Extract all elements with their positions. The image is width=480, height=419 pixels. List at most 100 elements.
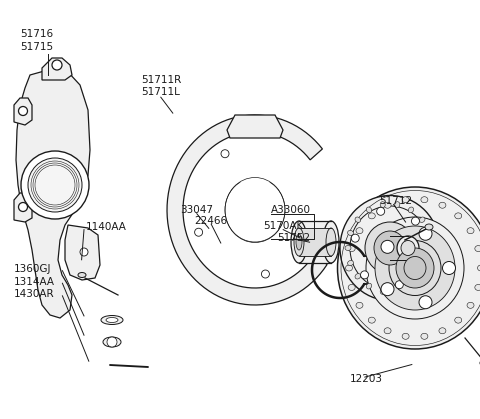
Ellipse shape <box>439 202 446 208</box>
Circle shape <box>411 217 420 225</box>
Ellipse shape <box>380 202 385 208</box>
Ellipse shape <box>408 283 414 289</box>
Ellipse shape <box>340 196 440 300</box>
Ellipse shape <box>425 224 433 230</box>
Text: 1430AR: 1430AR <box>13 289 54 299</box>
Ellipse shape <box>420 274 425 279</box>
Ellipse shape <box>375 226 455 310</box>
Ellipse shape <box>408 207 414 213</box>
Polygon shape <box>14 98 32 125</box>
Circle shape <box>221 150 229 158</box>
Text: 1360GJ: 1360GJ <box>13 264 51 274</box>
Text: 33047: 33047 <box>180 205 213 215</box>
Circle shape <box>419 227 432 240</box>
Ellipse shape <box>384 202 391 208</box>
Polygon shape <box>14 193 32 222</box>
Ellipse shape <box>350 206 430 290</box>
Ellipse shape <box>348 261 353 266</box>
Circle shape <box>396 281 403 289</box>
Ellipse shape <box>395 288 400 294</box>
Ellipse shape <box>402 197 409 203</box>
Ellipse shape <box>348 230 353 235</box>
Circle shape <box>443 261 456 274</box>
Ellipse shape <box>348 246 355 251</box>
Polygon shape <box>65 225 100 280</box>
Ellipse shape <box>346 265 352 271</box>
Ellipse shape <box>355 274 360 279</box>
Text: 12203: 12203 <box>349 374 383 384</box>
Ellipse shape <box>478 265 480 271</box>
Circle shape <box>19 202 27 212</box>
Circle shape <box>421 254 429 262</box>
Ellipse shape <box>455 317 462 323</box>
Ellipse shape <box>296 234 302 250</box>
Ellipse shape <box>395 202 400 208</box>
Circle shape <box>360 271 369 279</box>
Ellipse shape <box>427 230 432 235</box>
Ellipse shape <box>78 272 86 277</box>
Ellipse shape <box>323 221 339 263</box>
Ellipse shape <box>106 318 118 323</box>
Polygon shape <box>42 58 72 80</box>
Ellipse shape <box>475 246 480 251</box>
Ellipse shape <box>427 261 432 266</box>
Ellipse shape <box>366 207 372 213</box>
Circle shape <box>262 270 269 278</box>
Ellipse shape <box>365 222 415 274</box>
Ellipse shape <box>475 285 480 290</box>
Ellipse shape <box>101 316 123 324</box>
Ellipse shape <box>348 285 355 290</box>
Circle shape <box>381 241 394 253</box>
Ellipse shape <box>294 228 304 256</box>
Circle shape <box>107 337 117 347</box>
Circle shape <box>351 234 359 242</box>
Text: 51711L: 51711L <box>142 87 180 97</box>
Text: 22466: 22466 <box>194 216 228 226</box>
Ellipse shape <box>356 228 363 234</box>
Polygon shape <box>16 68 90 318</box>
Text: 5170AK: 5170AK <box>263 221 303 231</box>
Ellipse shape <box>384 328 391 334</box>
Ellipse shape <box>429 246 435 251</box>
Ellipse shape <box>421 197 428 203</box>
Text: A33060: A33060 <box>271 205 311 215</box>
Ellipse shape <box>291 221 307 263</box>
Ellipse shape <box>21 151 89 219</box>
Text: 51752: 51752 <box>277 233 311 243</box>
Ellipse shape <box>420 217 425 222</box>
Text: 1140AA: 1140AA <box>85 222 126 232</box>
Ellipse shape <box>366 283 372 289</box>
Circle shape <box>80 248 88 256</box>
Text: 1314AA: 1314AA <box>13 277 54 287</box>
Ellipse shape <box>401 241 415 256</box>
Ellipse shape <box>389 241 441 295</box>
Ellipse shape <box>467 228 474 234</box>
Ellipse shape <box>368 317 375 323</box>
Polygon shape <box>167 115 327 305</box>
Text: 51712: 51712 <box>379 196 412 206</box>
Ellipse shape <box>374 231 406 265</box>
Ellipse shape <box>356 302 363 308</box>
Text: 51715: 51715 <box>20 42 53 52</box>
Circle shape <box>194 228 203 236</box>
Ellipse shape <box>467 302 474 308</box>
Ellipse shape <box>345 246 351 251</box>
Bar <box>299 221 331 263</box>
Ellipse shape <box>103 337 121 347</box>
Ellipse shape <box>396 248 434 288</box>
Ellipse shape <box>326 228 336 256</box>
Ellipse shape <box>368 213 375 219</box>
Text: 51716: 51716 <box>20 29 53 39</box>
Ellipse shape <box>397 236 419 260</box>
Circle shape <box>377 207 384 215</box>
Ellipse shape <box>439 328 446 334</box>
Ellipse shape <box>380 288 385 294</box>
Ellipse shape <box>337 187 480 349</box>
Bar <box>299 228 331 256</box>
Ellipse shape <box>404 256 426 279</box>
Ellipse shape <box>455 213 462 219</box>
Polygon shape <box>227 115 283 138</box>
Ellipse shape <box>28 158 82 212</box>
Ellipse shape <box>402 333 409 339</box>
Text: 51711R: 51711R <box>142 75 182 85</box>
